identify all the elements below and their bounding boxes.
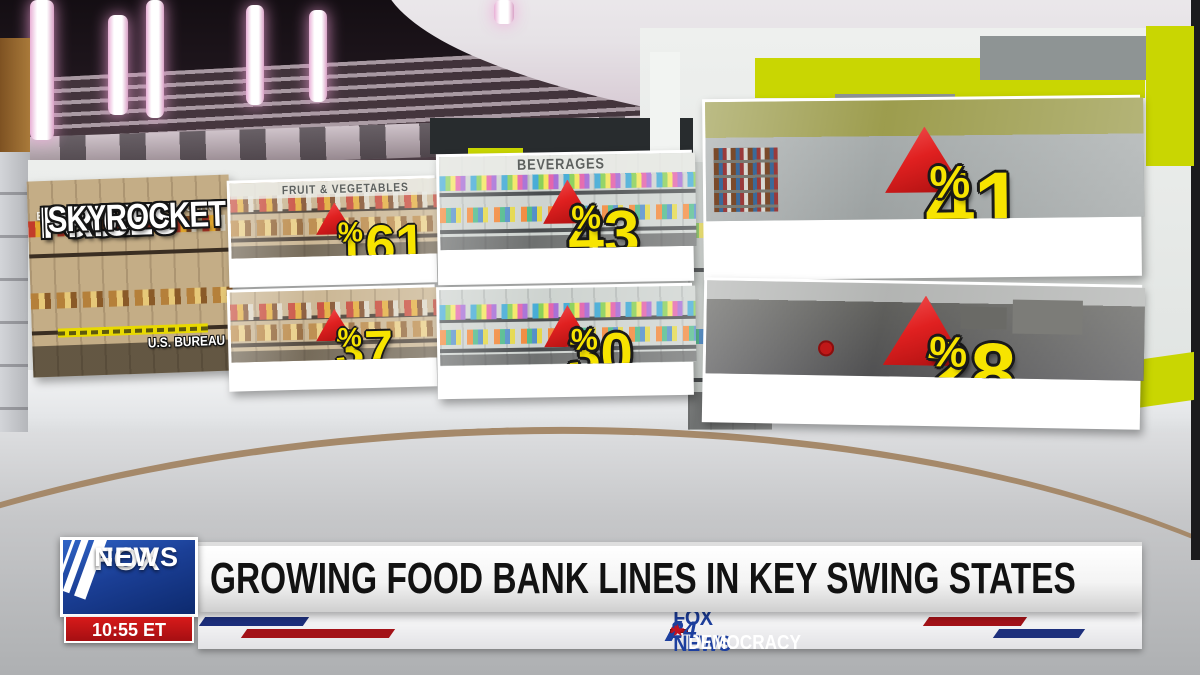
stat-row: 37% [230, 287, 440, 363]
light-pillar [494, 0, 514, 24]
panel-body: 37% [229, 287, 440, 363]
stat-row: 30% [439, 286, 696, 366]
stat-row: 161% [230, 178, 440, 259]
democracy24-banner: ★ FOX NEWS DEMOCRACY ✱ 24 ★ [198, 605, 1142, 656]
banner-stripe-blue [992, 629, 1086, 638]
banner-stripe-red [240, 629, 396, 638]
panel-body: 30% [439, 285, 697, 367]
title-line: SKYROCKET [46, 192, 227, 240]
star-icon: ✱ [670, 622, 681, 638]
graphic-title: FOOD PRICES SKYROCKET [27, 193, 229, 248]
panel-title: BAKERY MEAT & POULTRY FOOD PRICES SKYROC… [26, 174, 236, 378]
star-icon: ★ [670, 621, 686, 640]
panel-body: 28% [705, 280, 1146, 381]
time-display: 10:55 ET [64, 617, 194, 643]
panel-butter: BUTTER 37% [226, 284, 440, 392]
wall-tile [980, 36, 1148, 80]
panel-flour: FLOUR 30% [436, 282, 697, 400]
banner-stripe-blue [198, 617, 310, 626]
wall-tile [1136, 351, 1194, 409]
democracy-badge: DEMOCRACY [670, 628, 801, 654]
panel-body: FRUIT & VEGETABLES 161% [229, 178, 440, 259]
light-pillar [246, 5, 264, 105]
panel-bread: BREAD 28% [701, 277, 1146, 430]
headline-bar: GROWING FOOD BANK LINES IN KEY SWING STA… [198, 542, 1142, 612]
panel-body: BEVERAGES 43% [438, 152, 697, 251]
panel-ground-beef: GROUND BEEF BEVERAGES 43% [435, 149, 697, 286]
light-pillar [108, 15, 128, 115]
stat-row: 28% [706, 280, 1146, 381]
fox-news-logo: FOX NEWS [60, 537, 198, 617]
banner-stripe-red [922, 617, 1028, 626]
light-pillar [146, 0, 164, 118]
light-pillar [30, 0, 54, 140]
light-pillar [309, 10, 327, 102]
panel-body: 41% [705, 97, 1145, 222]
wall-tile [1146, 26, 1194, 166]
panel-eggs: EGGS FRUIT & VEGETABLES 161% [226, 175, 440, 288]
stat-row: 41% [705, 98, 1144, 221]
wood-panel [0, 38, 30, 158]
right-edge-column [1191, 0, 1200, 560]
panel-coffee: COFFEE 41% [702, 94, 1145, 281]
headline-text: GROWING FOOD BANK LINES IN KEY SWING STA… [210, 554, 1076, 603]
stat-row: 43% [439, 153, 697, 250]
